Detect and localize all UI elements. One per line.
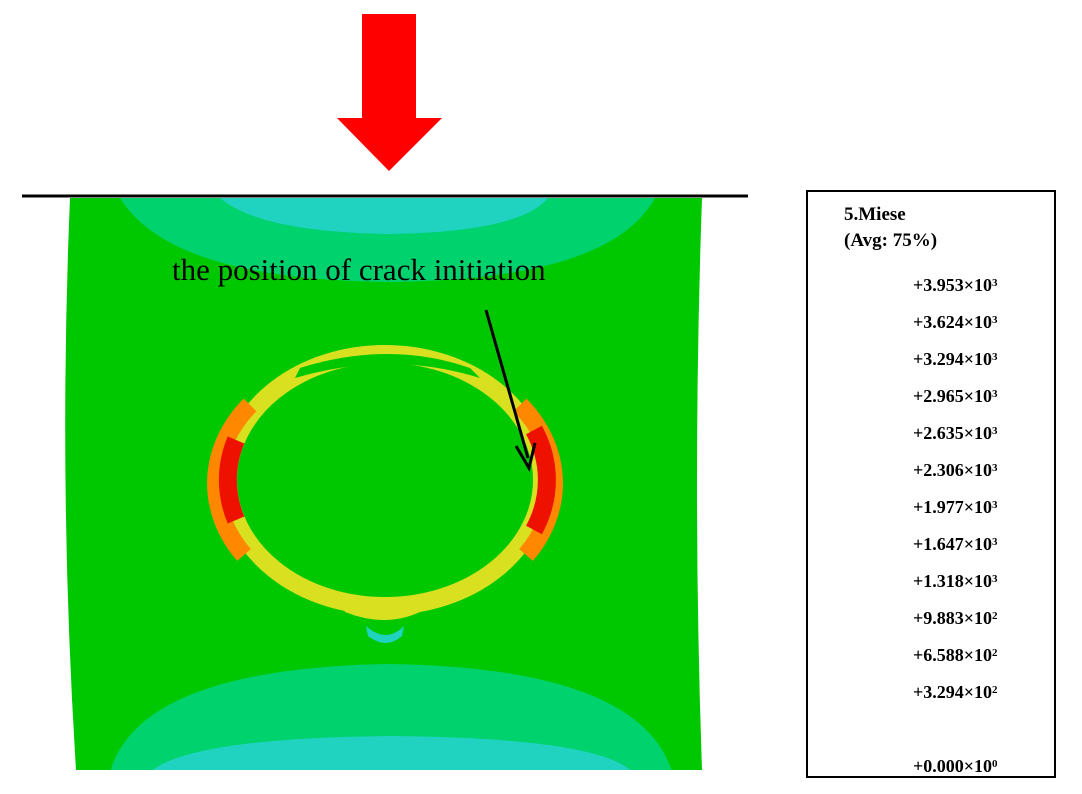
legend-tick-label: +3.294×102: [913, 682, 998, 702]
crack-annotation-arrow: [484, 309, 537, 472]
legend-tick-label: +9.883×102: [913, 608, 998, 628]
legend-tick-label: +6.588×102: [913, 645, 998, 665]
tick-exponent: 3: [992, 277, 998, 289]
tick-mantissa: +2.965×10: [913, 386, 993, 406]
tick-mantissa: +3.624×10: [913, 312, 993, 332]
tick-exponent: 0: [992, 758, 998, 770]
legend-box: [806, 190, 1056, 778]
legend-tick-label: +3.953×103: [913, 275, 998, 295]
tick-exponent: 2: [992, 647, 998, 659]
legend-tick-label: +3.624×103: [913, 312, 998, 332]
tick-mantissa: +1.647×10: [913, 534, 993, 554]
tick-mantissa: +1.318×10: [913, 571, 993, 591]
legend-tick-label: +2.965×103: [913, 386, 998, 406]
legend-tick-label: +2.306×103: [913, 460, 998, 480]
tick-mantissa: +6.588×10: [913, 645, 993, 665]
tick-exponent: 3: [992, 314, 998, 326]
tick-mantissa: +0.000×10: [913, 756, 993, 776]
legend-tick-label: +1.977×103: [913, 497, 998, 517]
tick-exponent: 3: [992, 536, 998, 548]
tick-mantissa: +2.635×10: [913, 423, 993, 443]
tick-mantissa: +3.953×10: [913, 275, 993, 295]
specimen-body: [65, 198, 702, 770]
load-arrow: [337, 14, 442, 171]
tick-exponent: 3: [992, 351, 998, 363]
legend-tick-label: +1.318×103: [913, 571, 998, 591]
legend-title-line1: 5.Miese: [844, 204, 906, 225]
tick-exponent: 2: [992, 610, 998, 622]
legend-title: 5.Miese (Avg: 75%): [844, 202, 937, 254]
tick-mantissa: +3.294×10: [913, 349, 993, 369]
tick-exponent: 3: [992, 425, 998, 437]
tick-mantissa: +3.294×10: [913, 682, 993, 702]
legend-tick-label: +1.647×103: [913, 534, 998, 554]
legend-tick-label: +3.294×103: [913, 349, 998, 369]
tick-exponent: 3: [992, 573, 998, 585]
tick-exponent: 3: [992, 388, 998, 400]
legend-tick-label: +0.000×100: [913, 756, 998, 776]
tick-exponent: 2: [992, 684, 998, 696]
legend-tick-label: +2.635×103: [913, 423, 998, 443]
tick-mantissa: +2.306×10: [913, 460, 993, 480]
tick-mantissa: +9.883×10: [913, 608, 993, 628]
crack-annotation-label: the position of crack initiation: [172, 252, 546, 287]
legend-title-line2: (Avg: 75%): [844, 230, 938, 251]
tick-exponent: 3: [992, 462, 998, 474]
tick-exponent: 3: [992, 499, 998, 511]
tick-mantissa: +1.977×10: [913, 497, 993, 517]
